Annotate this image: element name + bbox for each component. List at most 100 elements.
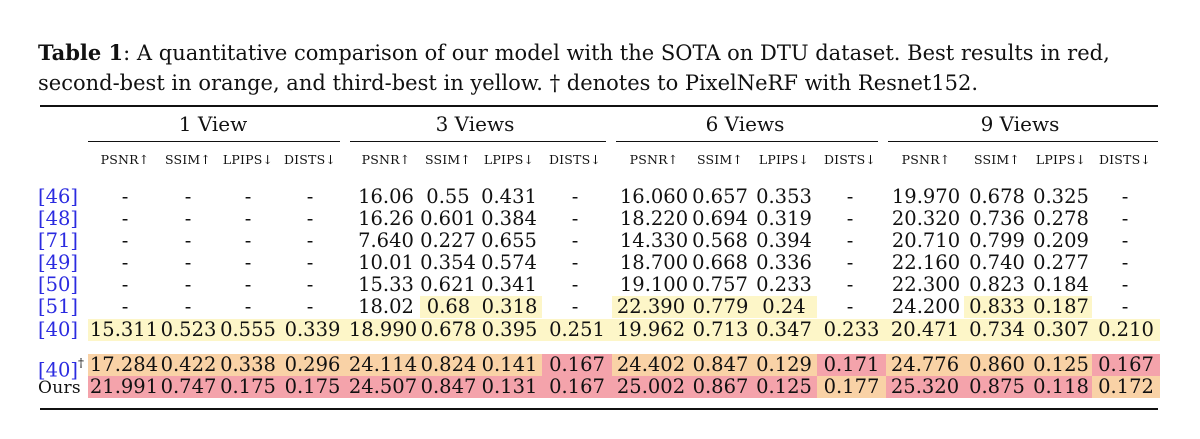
table-cell: 0.184 xyxy=(1033,273,1089,296)
table-cell: 0.319 xyxy=(756,207,812,230)
table-cell: 0.251 xyxy=(542,319,612,341)
group-rule-3-views xyxy=(350,141,606,142)
group-header-1-view: 1 View xyxy=(178,112,248,136)
metric-header: DISTS↓ xyxy=(1098,152,1152,167)
table-cell: 24.200 xyxy=(891,295,961,318)
metric-header: LPIPS↓ xyxy=(222,152,274,167)
table-cell: 0.278 xyxy=(1033,207,1089,230)
table-cell: - xyxy=(184,295,192,318)
table-cell: - xyxy=(1121,273,1129,296)
table-cell: 0.341 xyxy=(481,273,537,296)
table-cell: 0.307 xyxy=(1030,319,1092,341)
metric-header: PSNR↑ xyxy=(100,152,150,167)
citation-link[interactable]: [49] xyxy=(38,251,79,274)
table-cell: 0.347 xyxy=(751,319,817,341)
table-cell: - xyxy=(244,185,252,208)
table-cell: - xyxy=(121,295,129,318)
table-cell: 0.336 xyxy=(756,251,812,274)
table-cell: - xyxy=(184,229,192,252)
table-cell: - xyxy=(571,185,579,208)
table-cell: 0.167 xyxy=(542,354,612,376)
table-cell: 18.220 xyxy=(619,207,689,230)
table-cell: - xyxy=(121,273,129,296)
table-cell: 0.175 xyxy=(279,376,346,398)
table-cell: - xyxy=(1121,229,1129,252)
table-cell: 15.311 xyxy=(88,318,160,341)
table-cell: 20.320 xyxy=(891,207,961,230)
citation-link[interactable]: [48] xyxy=(38,207,79,230)
table-cell: - xyxy=(1121,185,1129,208)
table-cell: 0.171 xyxy=(817,354,886,376)
table-cell: 0.779 xyxy=(690,296,751,318)
group-header-6-views: 6 Views xyxy=(705,112,785,136)
metric-header: SSIM↑ xyxy=(973,152,1021,167)
table-cell: - xyxy=(184,251,192,274)
table-cell: - xyxy=(244,251,252,274)
table-cell: 19.970 xyxy=(891,185,961,208)
metric-header: LPIPS↓ xyxy=(758,152,810,167)
table-cell: 24.507 xyxy=(346,376,420,398)
table-cell: 18.990 xyxy=(346,319,420,341)
dagger-mark: † xyxy=(78,356,85,370)
table-cell: 0.172 xyxy=(1092,376,1160,398)
table-cell: 0.847 xyxy=(690,354,751,376)
metric-header: PSNR↑ xyxy=(361,152,411,167)
table-cell: 24.776 xyxy=(886,354,964,376)
table-cell: 0.68 xyxy=(420,296,477,318)
metric-header: DISTS↓ xyxy=(548,152,602,167)
table-cell: 0.734 xyxy=(964,319,1030,341)
table-cell: - xyxy=(306,273,314,296)
table-cell: 0.668 xyxy=(692,251,748,274)
method-cell: [71] xyxy=(38,230,78,252)
table-cell: - xyxy=(121,229,129,252)
table-cell: 0.353 xyxy=(756,185,812,208)
citation-link[interactable]: [51] xyxy=(38,295,79,318)
citation-link[interactable]: [71] xyxy=(38,229,79,252)
table-cell: 0.847 xyxy=(420,375,477,398)
table-row: [51] - - - - 18.02 0.68 0.318 - 22.390 0.779 0.24 - 2… xyxy=(38,296,1160,318)
table-cell: 0.318 xyxy=(477,296,542,318)
table-cell: 0.175 xyxy=(217,376,279,398)
table-cell: 7.640 xyxy=(358,229,414,252)
table-cell: 0.655 xyxy=(481,229,537,252)
table-cell: 16.26 xyxy=(358,207,414,230)
table-cell: - xyxy=(571,273,579,296)
table-cell: - xyxy=(846,207,854,230)
table-caption: Table 1: A quantitative comparison of ou… xyxy=(38,38,1168,98)
caption-text: : A quantitative comparison of our model… xyxy=(38,41,1110,95)
table-cell: - xyxy=(571,229,579,252)
group-header-9-views: 9 Views xyxy=(980,112,1060,136)
table-cell: 0.833 xyxy=(964,296,1030,318)
table-cell: 0.678 xyxy=(969,185,1025,208)
method-cell: Ours xyxy=(38,376,81,398)
method-cell: [51] xyxy=(38,296,78,318)
table-cell: - xyxy=(846,185,854,208)
table-cell: 0.118 xyxy=(1030,376,1092,398)
citation-link[interactable]: [40] xyxy=(38,358,79,382)
table-cell: 0.555 xyxy=(217,319,279,341)
citation-link[interactable]: [46] xyxy=(38,185,79,208)
table-cell: 0.713 xyxy=(690,319,751,341)
metric-header: PSNR↑ xyxy=(901,152,951,167)
table-cell: 0.167 xyxy=(1092,354,1160,376)
table-cell: - xyxy=(244,207,252,230)
table-cell: - xyxy=(184,207,192,230)
table-cell: 20.471 xyxy=(886,319,964,341)
metric-header: SSIM↑ xyxy=(696,152,744,167)
metric-header: LPIPS↓ xyxy=(1035,152,1087,167)
table-cell: - xyxy=(244,295,252,318)
method-cell: [40] xyxy=(38,319,78,341)
table-cell: - xyxy=(1121,207,1129,230)
citation-link[interactable]: [50] xyxy=(38,273,79,296)
table-cell: 0.167 xyxy=(542,376,612,398)
table-cell: 0.740 xyxy=(969,251,1025,274)
citation-link[interactable]: [40] xyxy=(38,318,79,341)
table-row: [50] - - - - 15.33 0.621 0.341 - 19.100 0.757 0.233… xyxy=(38,274,1160,296)
table-cell: 20.710 xyxy=(891,229,961,252)
metric-header: DISTS↓ xyxy=(823,152,877,167)
table-cell: - xyxy=(244,273,252,296)
table-cell: 22.160 xyxy=(891,251,961,274)
table-row: [48] - - - - 16.26 0.601 0.384 - 18.220 0.694 0.319… xyxy=(38,208,1160,230)
table-cell: - xyxy=(1121,251,1129,274)
table-cell: 0.227 xyxy=(420,229,476,252)
